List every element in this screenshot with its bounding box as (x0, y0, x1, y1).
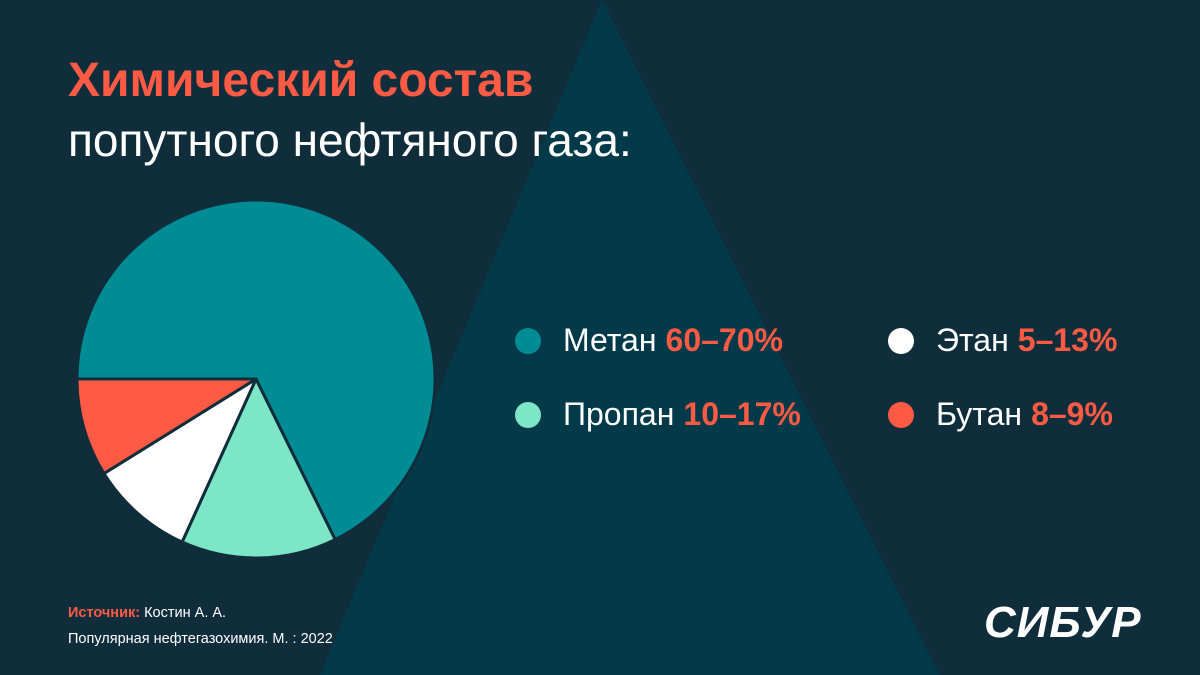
source-publication: Популярная нефтегазохимия. М. : 2022 (68, 631, 333, 647)
legend-value-butane: 8–9% (1031, 396, 1113, 432)
legend-item-propane: Пропан 10–17% (515, 396, 801, 433)
legend-item-butane: Бутан 8–9% (888, 396, 1113, 433)
legend-dot-methane (515, 327, 541, 354)
legend-value-propane: 10–17% (683, 396, 801, 432)
legend-item-ethane: Этан 5–13% (888, 322, 1117, 359)
legend-value-methane: 60–70% (665, 322, 783, 358)
pie-slice-methane (75, 198, 437, 542)
source-note: Источник: Костин А. А. Популярная нефтег… (68, 600, 333, 652)
legend-name-ethane: Этан (936, 322, 1009, 358)
legend-value-ethane: 5–13% (1017, 322, 1118, 358)
source-line-1: Источник: Костин А. А. (68, 600, 333, 626)
chart-title: Химический состав (68, 54, 534, 107)
source-label: Источник: (68, 605, 141, 621)
pie-slice-propane (180, 377, 337, 560)
legend-name-methane: Метан (563, 322, 657, 358)
legend-dot-ethane (888, 327, 914, 354)
legend-name-butane: Бутан (936, 396, 1023, 432)
pie-slice-butane (75, 377, 258, 476)
chart-subtitle: попутного нефтяного газа: (68, 114, 632, 166)
title-block: Химический состав попутного нефтяного га… (68, 52, 632, 170)
pie-slice-ethane (102, 377, 258, 544)
legend-dot-butane (888, 401, 914, 428)
sibur-logo: СИБУР (984, 598, 1142, 647)
legend-name-propane: Пропан (563, 396, 675, 432)
legend-dot-propane (515, 401, 541, 428)
legend-item-methane: Метан 60–70% (515, 322, 783, 359)
source-author: Костин А. А. (144, 605, 227, 621)
